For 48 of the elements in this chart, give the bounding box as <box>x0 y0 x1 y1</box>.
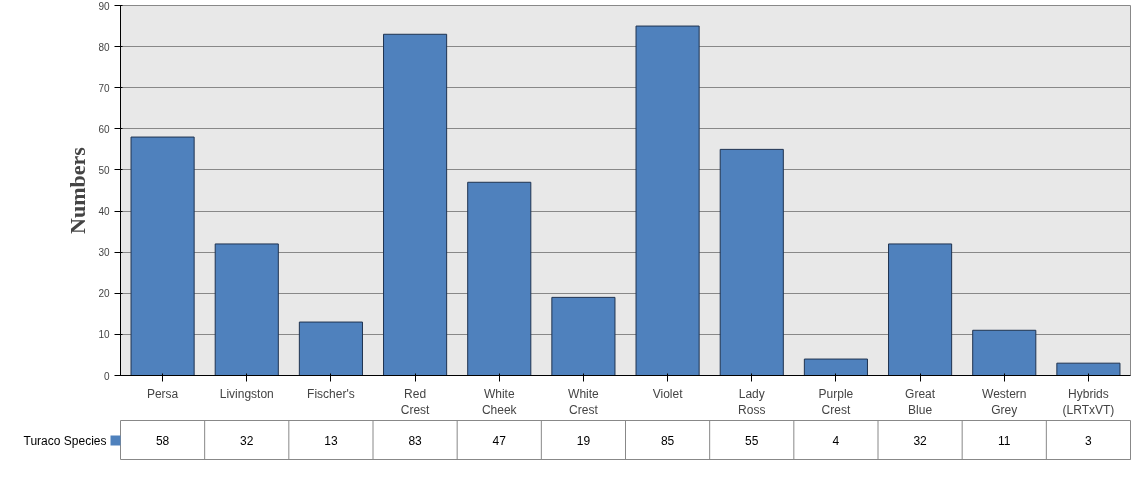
x-tick-label: White Crest <box>568 386 600 418</box>
bar <box>888 243 953 376</box>
y-tick-label: 50 <box>98 164 110 176</box>
y-tick-label: 60 <box>98 123 110 135</box>
y-tick-label: 20 <box>98 288 110 300</box>
data-label: 19 <box>576 434 591 448</box>
bar <box>972 329 1037 376</box>
data-label: 13 <box>324 434 338 448</box>
bar <box>635 25 700 376</box>
data-label: 47 <box>492 434 507 448</box>
y-tick-label: 70 <box>98 82 110 94</box>
x-tick-label: Hybrids (LRTxVT) <box>1062 386 1115 418</box>
data-label: 55 <box>745 434 759 448</box>
data-label: 83 <box>408 434 423 448</box>
x-tick-label: Fischer's <box>307 386 355 401</box>
bar <box>467 181 532 376</box>
bar <box>803 358 868 376</box>
bar <box>298 321 363 376</box>
bar <box>130 136 195 376</box>
data-label: 58 <box>155 434 170 448</box>
bar <box>719 148 784 376</box>
x-tick-label: Western Grey <box>982 386 1027 418</box>
data-label: 3 <box>1085 434 1093 448</box>
y-tick-label: 10 <box>98 329 110 341</box>
x-tick-label: Purple Crest <box>818 386 854 418</box>
x-tick-label: White Cheek <box>481 386 518 418</box>
y-tick-label: 80 <box>98 41 110 53</box>
bar <box>551 296 616 376</box>
x-tick-label: Red Crest <box>400 386 431 418</box>
y-tick-label: 40 <box>98 206 110 218</box>
y-tick-label: 0 <box>103 370 110 382</box>
data-label: 4 <box>832 434 840 448</box>
data-label: 85 <box>660 434 675 448</box>
y-tick-label: 30 <box>98 247 110 259</box>
y-axis-title: Numbers <box>65 146 91 234</box>
x-tick-label: Persa <box>146 386 179 401</box>
bar <box>214 243 279 376</box>
bar <box>383 33 448 376</box>
data-label: 11 <box>998 434 1011 448</box>
bar <box>1056 362 1121 376</box>
x-tick-label: Livingston <box>219 386 274 401</box>
data-label: 32 <box>240 434 254 448</box>
x-tick-label: Violet <box>652 386 684 401</box>
legend-label: Turaco Species <box>23 433 107 448</box>
x-tick-label: Great Blue <box>905 386 936 418</box>
x-tick-label: Lady Ross <box>738 386 766 418</box>
y-tick-label: 90 <box>98 0 110 12</box>
data-label: 32 <box>913 434 928 448</box>
